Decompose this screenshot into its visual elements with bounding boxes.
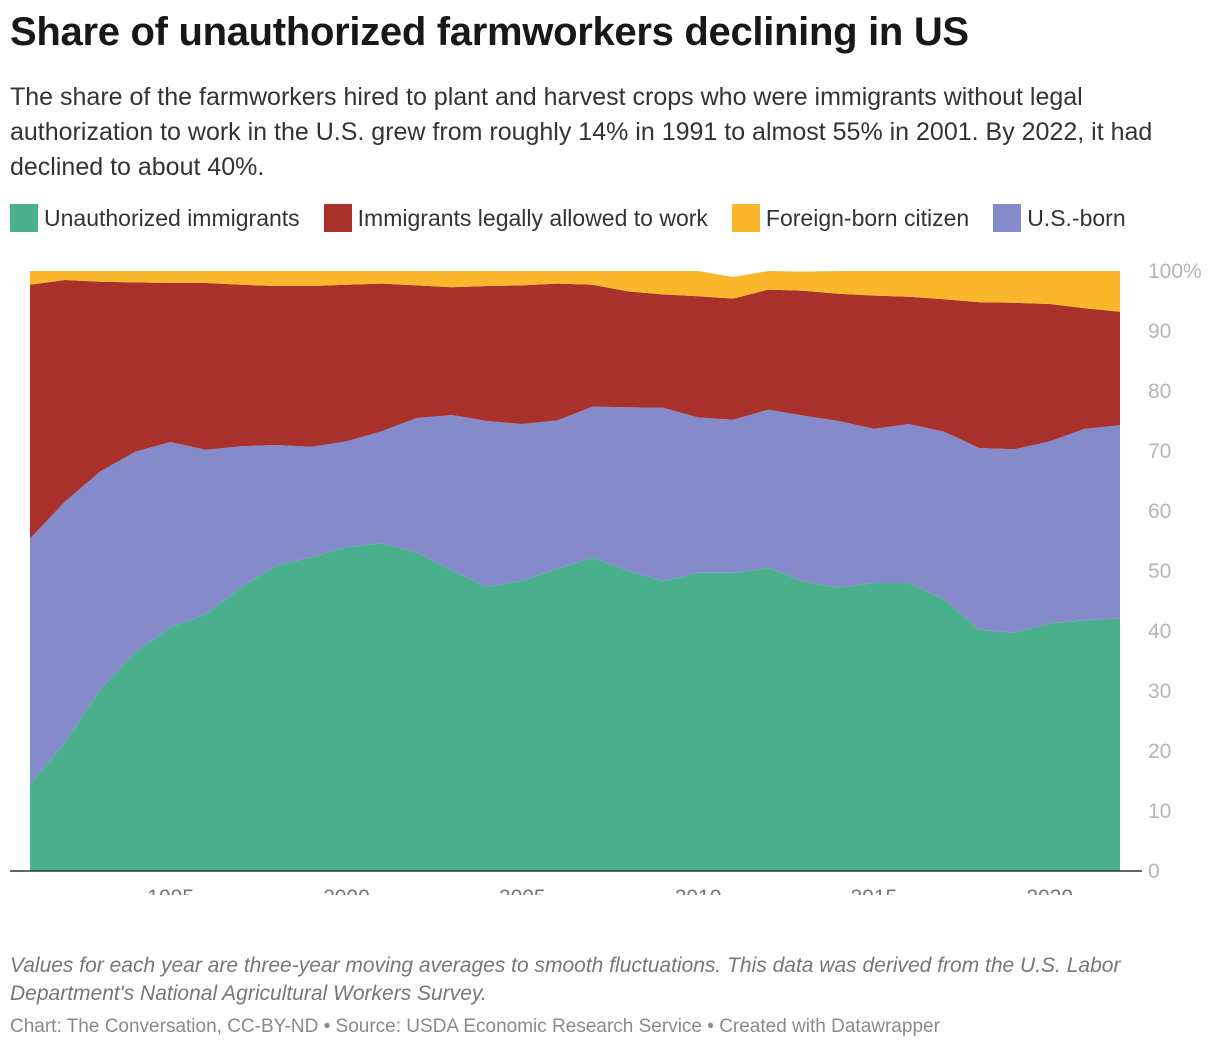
legend-swatch <box>323 204 352 232</box>
legend-swatch <box>993 204 1022 232</box>
legend: Unauthorized immigrants Immigrants legall… <box>10 204 1126 232</box>
legend-swatch <box>10 204 38 232</box>
y-tick-label: 60 <box>1148 500 1171 523</box>
x-tick-label: 2010 <box>675 886 722 895</box>
legend-label: Foreign-born citizen <box>765 204 970 231</box>
legend-item-immigrants-legally-allowed-to-work: Immigrants legally allowed to work <box>323 204 708 232</box>
legend-swatch <box>731 204 760 232</box>
x-tick-label: 2005 <box>499 886 546 895</box>
legend-item-foreign-born-citizen: Foreign-born citizen <box>731 204 970 232</box>
y-tick-label: 40 <box>1148 620 1171 643</box>
x-tick-label: 1995 <box>147 886 194 895</box>
y-tick-label: 10 <box>1148 800 1171 823</box>
y-tick-label: 0 <box>1148 860 1160 883</box>
x-tick-label: 2015 <box>851 886 898 895</box>
y-tick-label: 80 <box>1148 380 1171 403</box>
y-tick-label: 70 <box>1148 440 1171 463</box>
y-tick-label: 30 <box>1148 680 1171 703</box>
chart-note: Values for each year are three-year movi… <box>10 954 1121 1005</box>
legend-item-unauthorized-immigrants: Unauthorized immigrants <box>10 204 300 232</box>
legend-label: U.S.-born <box>1027 204 1126 231</box>
chart-source: Chart: The Conversation, CC-BY-ND • Sour… <box>10 1016 940 1037</box>
chart-subtitle: The share of the farmworkers hired to pl… <box>10 83 1153 181</box>
y-tick-label: 20 <box>1148 740 1171 763</box>
y-tick-label: 90 <box>1148 320 1171 343</box>
legend-label: Immigrants legally allowed to work <box>357 204 708 231</box>
area-foreign-born-citizen <box>30 271 1120 312</box>
area-u-s-born <box>30 406 1120 785</box>
chart-title: Share of unauthorized farmworkers declin… <box>10 10 969 54</box>
y-tick-label: 100% <box>1148 260 1202 283</box>
x-tick-label: 2000 <box>323 886 370 895</box>
legend-item-u-s-born: U.S.-born <box>993 204 1126 232</box>
legend-label: Unauthorized immigrants <box>44 204 300 231</box>
y-tick-label: 50 <box>1148 560 1171 583</box>
stacked-area-chart: 0 10 20 30 40 50 60 70 80 90 100% 1995 2000 2005 2010 2… <box>10 260 1202 895</box>
area-immigrants-legally-allowed-to-work <box>30 280 1120 539</box>
area-unauthorized-immigrants <box>30 543 1120 871</box>
x-tick-label: 2020 <box>1026 886 1073 895</box>
